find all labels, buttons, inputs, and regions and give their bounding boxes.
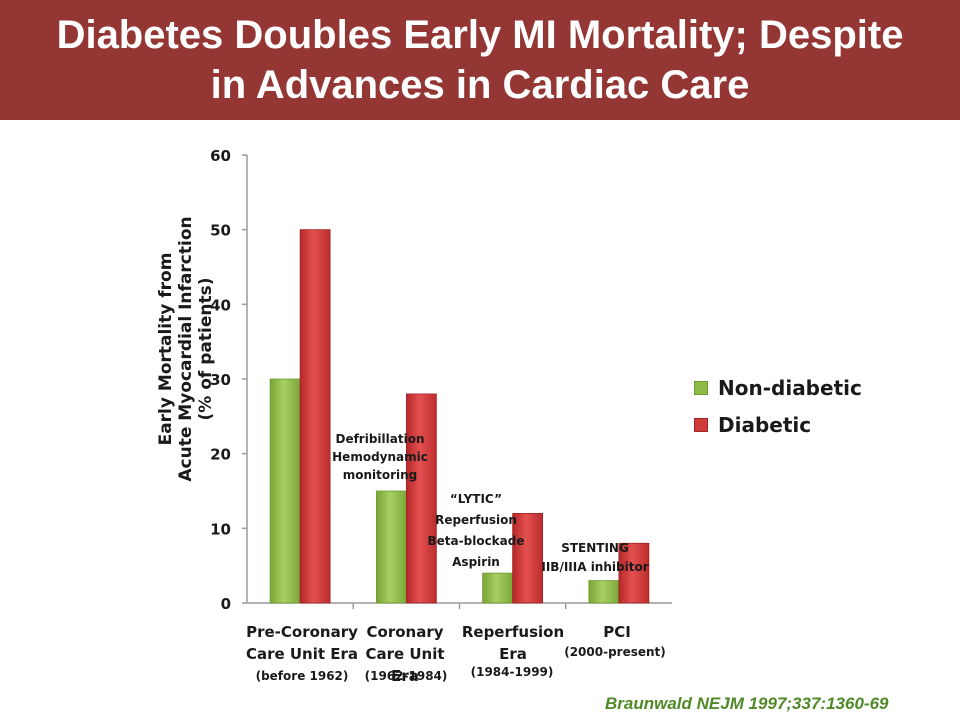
y-axis-label-line: (% of patients) xyxy=(196,277,216,421)
x-category-label: Coronary Care Unit Era xyxy=(350,621,460,687)
y-axis-label: Early Mortality from Acute Myocardial In… xyxy=(156,169,216,529)
bar-diabetic xyxy=(299,229,331,604)
x-category-years: (1962-1984) xyxy=(364,669,448,683)
x-category-label: PCI xyxy=(575,621,659,643)
x-category-label-line: Reperfusion xyxy=(461,623,565,641)
bar-non-diabetic xyxy=(269,378,301,604)
legend-swatch-green xyxy=(694,381,708,395)
bar-non-diabetic xyxy=(588,580,620,604)
x-category-label-line: PCI xyxy=(603,623,631,641)
y-axis-label-line: Early Mortality from xyxy=(156,252,176,446)
title-bar: Diabetes Doubles Early MI Mortality; Des… xyxy=(0,0,960,120)
citation: Braunwald NEJM 1997;337:1360-69 xyxy=(605,694,889,713)
x-category-label-line: Care Unit Era xyxy=(365,645,445,685)
slide-title: Diabetes Doubles Early MI Mortality; Des… xyxy=(0,10,960,110)
bar-non-diabetic xyxy=(375,490,407,604)
bar-diabetic xyxy=(618,542,650,604)
x-category-label-line: Coronary xyxy=(366,623,444,641)
x-category-label-line: Care Unit Era xyxy=(245,645,359,663)
annotation-line: IIB/IIIA inhibitor xyxy=(541,560,649,574)
annotation-pci: STENTING IIB/IIIA inhibitor xyxy=(536,539,654,577)
annotation-line: STENTING xyxy=(561,541,629,555)
y-axis-label-line: Acute Myocardial Infarction xyxy=(176,216,196,482)
annotation-line: monitoring xyxy=(342,468,418,482)
bar-non-diabetic xyxy=(482,572,514,604)
legend-label: Non-diabetic xyxy=(718,376,862,400)
annotation-line: “LYTIC” xyxy=(449,492,503,506)
x-category-years: (1984-1999) xyxy=(470,665,554,679)
legend-item-diabetic: Diabetic xyxy=(694,411,811,439)
x-category-years: (before 1962) xyxy=(255,669,349,683)
annotation-line: Reperfusion xyxy=(435,513,517,527)
x-category-label-line: Pre-Coronary xyxy=(246,623,358,641)
legend-item-non-diabetic: Non-diabetic xyxy=(694,374,862,402)
y-tick-label: 10 xyxy=(210,520,231,538)
x-category-years: (2000-present) xyxy=(564,645,666,659)
y-tick-label: 20 xyxy=(210,446,231,464)
legend-swatch-red xyxy=(694,418,708,432)
x-category-label: Reperfusion Era xyxy=(458,621,568,665)
x-category-label: Pre-Coronary Care Unit Era xyxy=(240,621,364,665)
annotation-line: Defribillation xyxy=(335,432,425,446)
y-tick-label: 60 xyxy=(210,147,231,165)
y-tick-label: 50 xyxy=(210,222,231,240)
title-line-2: in Advances in Cardiac Care xyxy=(210,63,750,107)
y-tick-label: 0 xyxy=(221,595,231,613)
annotation-line: Hemodynamic xyxy=(332,450,428,464)
y-tick-label: 30 xyxy=(210,371,231,389)
annotation-line: Aspirin xyxy=(452,555,500,569)
annotation-ccu: Defribillation Hemodynamic monitoring xyxy=(320,430,440,484)
annotation-reperfusion: “LYTIC” Reperfusion Beta-blockade Aspiri… xyxy=(418,489,534,573)
x-category-label-line: Era xyxy=(499,645,527,663)
annotation-line: Beta-blockade xyxy=(427,534,525,548)
bar-diabetic xyxy=(512,513,544,604)
bar-diabetic xyxy=(405,393,437,604)
title-line-1: Diabetes Doubles Early MI Mortality; Des… xyxy=(56,13,904,57)
legend-label: Diabetic xyxy=(718,413,812,437)
y-tick-label: 40 xyxy=(210,296,231,314)
